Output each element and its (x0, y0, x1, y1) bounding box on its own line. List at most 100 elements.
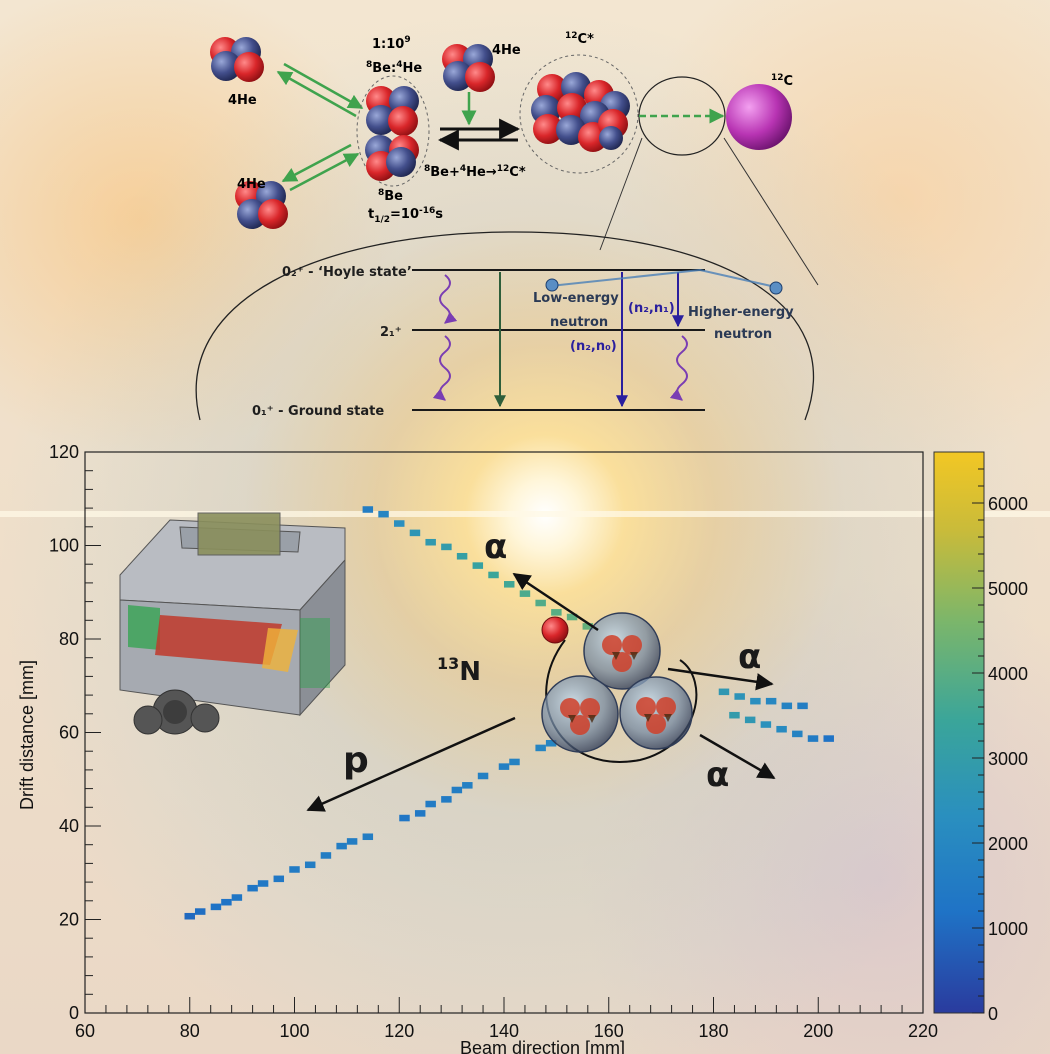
n2n0-label: (n₂,n₀) (570, 339, 617, 354)
x-tick-label: 200 (803, 1021, 833, 1041)
alpha-arrow-upper (512, 572, 599, 632)
y-axis-title: Drift distance [mm] (17, 660, 37, 810)
neutron-trail (549, 268, 781, 289)
c12-star-nucleus (531, 72, 630, 152)
two-plus-label: 2₁⁺ (380, 325, 402, 340)
track-cell (289, 866, 300, 873)
y-tick-label: 120 (49, 442, 79, 462)
colorbar-tick-label: 6000 (988, 494, 1028, 514)
x-tick-label: 220 (908, 1021, 938, 1041)
track-cell (247, 884, 258, 892)
track-cell (519, 590, 531, 597)
track-cell (760, 721, 772, 728)
light-streak (0, 511, 1050, 517)
low-energy-neutron (545, 278, 559, 292)
track-cell (734, 693, 745, 700)
track-cell (456, 552, 468, 560)
colorbar-tick-label: 4000 (988, 664, 1028, 684)
y-tick-label: 20 (59, 910, 79, 930)
track-cell (545, 739, 557, 747)
c12-nucleus (726, 84, 792, 150)
gamma-hoyle-to-2plus (439, 274, 458, 324)
x-tick-label: 120 (384, 1021, 414, 1041)
colorbar-tick-label: 5000 (988, 579, 1028, 599)
track-cell (535, 744, 546, 752)
be8-boundary (356, 75, 430, 187)
y-tick-label: 100 (49, 536, 79, 556)
ratio-label: 1:109 (372, 35, 411, 52)
high-energy-neutron (769, 281, 783, 295)
track-cell (336, 842, 347, 850)
axis-ticks: 60 80 100 120 140 160 180 200 220 0 20 40 60 80 100 120 (49, 442, 938, 1041)
be-he-ratio-label: 8Be:4He (366, 60, 422, 76)
c12-label: 12C (771, 73, 793, 89)
proton-ball (541, 616, 569, 644)
c12-star-label: 12C* (565, 31, 594, 47)
track-cell (765, 697, 777, 705)
higher-energy-label: Higher-energy (688, 305, 794, 320)
track-cell (823, 735, 834, 742)
x-tick-label: 160 (594, 1021, 624, 1041)
track-cell (729, 711, 740, 719)
track-cell (394, 520, 405, 527)
track-cell (776, 725, 787, 733)
proton-arrow (306, 716, 516, 812)
he4-label-middle: 4He (492, 43, 521, 58)
track-cell (718, 688, 730, 696)
low-neutron-label: neutron (550, 315, 608, 330)
track-cell (257, 880, 269, 887)
track-cell (441, 543, 452, 551)
track-cell (551, 609, 562, 616)
he4-nucleus-bottom (235, 181, 288, 229)
track-cell (194, 908, 206, 915)
track-cell (451, 786, 463, 794)
track-cell (504, 581, 515, 588)
track-cell (797, 702, 808, 710)
x-tick-label: 100 (279, 1021, 309, 1041)
track-cell (378, 510, 389, 518)
track-cell (231, 894, 243, 901)
track-cell (184, 912, 195, 920)
track-cell (210, 903, 222, 911)
level-ellipse (195, 231, 815, 421)
y-tick-label: 40 (59, 816, 79, 836)
colorbar-gradient (933, 451, 985, 1014)
track-cell (320, 852, 332, 859)
y-tick-label: 80 (59, 629, 79, 649)
x-axis-title: Beam direction [mm] (460, 1038, 625, 1054)
track-cell (425, 800, 436, 808)
track-cell (409, 529, 421, 537)
he4-label-bottom: 4He (237, 177, 266, 192)
zoom-line-left (599, 137, 643, 251)
track-cell (781, 702, 793, 710)
track-cell (362, 506, 374, 513)
track-cell (414, 810, 426, 817)
equilibrium-arrows (437, 118, 521, 151)
n13-label: 13N (437, 654, 481, 687)
track-cell (535, 599, 546, 607)
track-cell (425, 538, 436, 546)
hoyle-state-label: 0₂⁺ - ‘Hoyle state’ (282, 265, 412, 280)
zoom-line-right (723, 137, 819, 286)
alpha-arrow-lower (699, 733, 776, 780)
x-tick-label: 140 (489, 1021, 519, 1041)
track-cell (498, 763, 510, 770)
reaction-label: 8Be+4He→12C* (424, 164, 526, 180)
tracks (184, 506, 834, 920)
track-cell (509, 758, 520, 766)
alpha-ball-right (619, 676, 693, 750)
nucleosynthesis-diagram: 4He 4He (210, 31, 819, 286)
track-cell (462, 782, 473, 789)
be8-label: 8Be (378, 188, 403, 204)
high-neutron-label: neutron (714, 327, 772, 342)
x-tick-label: 60 (75, 1021, 95, 1041)
alpha-arrow-right (667, 667, 774, 691)
gamma-2plus-to-ground (432, 335, 451, 401)
x-tick-label: 180 (698, 1021, 728, 1041)
colorbar-tick-label: 1000 (988, 919, 1028, 939)
halflife-label: t1/2=10-16s (368, 206, 443, 225)
colorbar-tick-label: 3000 (988, 749, 1028, 769)
track-cell (472, 562, 484, 569)
